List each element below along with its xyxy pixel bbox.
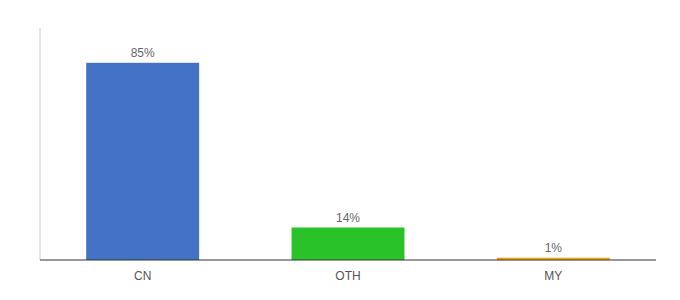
data-label: 1% — [545, 241, 563, 255]
bar — [292, 228, 405, 260]
x-tick-label: CN — [134, 269, 151, 283]
data-labels: 85% 14% 1% — [131, 46, 563, 255]
axes: CN OTH MY — [40, 28, 656, 283]
x-tick-label: MY — [544, 269, 562, 283]
x-tick-label: OTH — [335, 269, 360, 283]
bars — [86, 63, 610, 260]
x-axis-line — [40, 260, 656, 261]
chart-container: 85% 14% 1% CN OTH MY — [0, 0, 680, 300]
bar — [86, 63, 199, 260]
data-label: 14% — [336, 211, 360, 225]
y-axis-line — [40, 28, 41, 260]
chart-svg: 85% 14% 1% CN OTH MY — [0, 0, 680, 300]
data-label: 85% — [131, 46, 155, 60]
